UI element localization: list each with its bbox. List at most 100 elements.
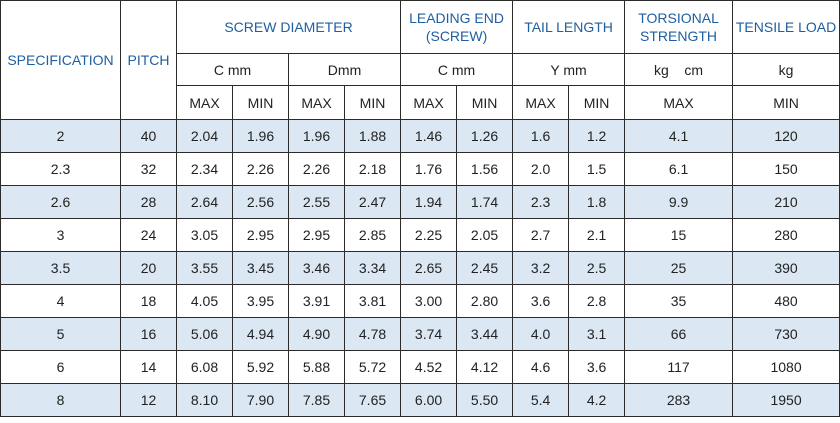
cell-d-max: 5.88: [288, 350, 345, 384]
table-row: 2.3 32 2.34 2.26 2.26 2.18 1.76 1.56 2.0 1.5 6.1 15…: [0, 152, 840, 186]
cell-d-max: 4.90: [288, 317, 345, 351]
cell-le-min: 1.26: [456, 119, 514, 153]
cell-c-max: 2.34: [176, 152, 233, 186]
cell-c-min: 5.92: [232, 350, 289, 384]
cell-tail-max: 3.2: [512, 251, 570, 285]
cell-c-min: 3.95: [232, 284, 289, 318]
cell-pitch: 20: [120, 251, 177, 285]
cell-d-min: 2.18: [343, 152, 402, 186]
cell-spec: 5: [0, 317, 121, 351]
sub-screw-c-max: MAX: [176, 85, 233, 120]
unit-tensile: kg: [732, 53, 840, 86]
table-row: 8 12 8.10 7.90 7.85 7.65 6.00 5.50 5.4 4.2 283 1950: [0, 383, 840, 417]
cell-tail-min: 2.8: [568, 284, 626, 318]
header-leading-end: LEADING END (SCREW): [400, 0, 514, 54]
cell-spec: 2: [0, 119, 121, 153]
cell-tensile: 120: [732, 119, 840, 153]
cell-spec: 8: [0, 383, 121, 417]
cell-spec: 4: [0, 284, 121, 318]
cell-c-min: 7.90: [232, 383, 289, 417]
cell-d-min: 1.88: [343, 119, 402, 153]
sub-leading-max: MAX: [400, 85, 458, 120]
header-specification: SPECIFICATION: [0, 0, 121, 120]
cell-tail-max: 4.6: [512, 350, 570, 384]
cell-tail-min: 3.1: [568, 317, 626, 351]
cell-d-max: 1.96: [288, 119, 345, 153]
cell-c-max: 2.04: [176, 119, 233, 153]
cell-tail-min: 2.1: [568, 218, 626, 252]
cell-pitch: 12: [120, 383, 177, 417]
cell-pitch: 18: [120, 284, 177, 318]
unit-tail-y: Y mm: [512, 53, 626, 86]
cell-c-min: 1.96: [232, 119, 289, 153]
header-pitch: PITCH: [120, 0, 177, 120]
cell-le-max: 3.00: [400, 284, 458, 318]
cell-d-min: 7.65: [343, 383, 402, 417]
cell-tensile: 210: [732, 185, 840, 219]
sub-tail-min: MIN: [568, 85, 626, 120]
cell-d-max: 3.91: [288, 284, 345, 318]
unit-leading-c: C mm: [400, 53, 514, 86]
cell-le-min: 4.12: [456, 350, 514, 384]
cell-d-min: 4.78: [343, 317, 402, 351]
cell-tail-min: 1.2: [568, 119, 626, 153]
cell-torsional: 35: [624, 284, 734, 318]
cell-tail-min: 4.2: [568, 383, 626, 417]
cell-pitch: 16: [120, 317, 177, 351]
cell-pitch: 28: [120, 185, 177, 219]
cell-tail-max: 2.0: [512, 152, 570, 186]
cell-tensile: 730: [732, 317, 840, 351]
cell-torsional: 117: [624, 350, 734, 384]
cell-pitch: 40: [120, 119, 177, 153]
cell-tensile: 480: [732, 284, 840, 318]
cell-torsional: 25: [624, 251, 734, 285]
header-tensile-load: TENSILE LOAD: [732, 0, 840, 54]
cell-c-max: 3.55: [176, 251, 233, 285]
cell-spec: 2.3: [0, 152, 121, 186]
unit-screw-d: Dmm: [287, 53, 402, 86]
cell-tail-min: 2.5: [568, 251, 626, 285]
cell-le-min: 1.56: [456, 152, 514, 186]
cell-c-min: 2.95: [232, 218, 289, 252]
sub-screw-d-max: MAX: [288, 85, 345, 120]
cell-tail-min: 1.8: [568, 185, 626, 219]
cell-torsional: 6.1: [624, 152, 734, 186]
cell-c-max: 5.06: [176, 317, 233, 351]
cell-tail-max: 1.6: [512, 119, 570, 153]
sub-screw-c-min: MIN: [232, 85, 289, 120]
cell-spec: 3.5: [0, 251, 121, 285]
table-row: 2.6 28 2.64 2.56 2.55 2.47 1.94 1.74 2.3 1.8 9.9 21…: [0, 185, 840, 219]
cell-c-max: 4.05: [176, 284, 233, 318]
table-row: 6 14 6.08 5.92 5.88 5.72 4.52 4.12 4.6 3.6 117 1080: [0, 350, 840, 384]
table-body: 2 40 2.04 1.96 1.96 1.88 1.46 1.26 1.6 1.2 4.1 120 2…: [0, 119, 840, 417]
cell-tail-max: 2.7: [512, 218, 570, 252]
table-header: SPECIFICATION PITCH SCREW DIAMETER LEADI…: [0, 0, 840, 120]
table-row: 4 18 4.05 3.95 3.91 3.81 3.00 2.80 3.6 2.8 35 480: [0, 284, 840, 318]
sub-torsional-max: MAX: [624, 85, 734, 120]
cell-pitch: 24: [120, 218, 177, 252]
cell-d-min: 2.85: [343, 218, 402, 252]
cell-le-max: 1.46: [400, 119, 458, 153]
cell-le-max: 1.76: [400, 152, 458, 186]
unit-torsional: kg cm: [624, 53, 734, 86]
cell-c-max: 6.08: [176, 350, 233, 384]
cell-spec: 3: [0, 218, 121, 252]
cell-c-min: 2.56: [232, 185, 289, 219]
cell-torsional: 15: [624, 218, 734, 252]
sub-leading-min: MIN: [456, 85, 514, 120]
cell-tensile: 1950: [732, 383, 840, 417]
cell-torsional: 9.9: [624, 185, 734, 219]
table-row: 2 40 2.04 1.96 1.96 1.88 1.46 1.26 1.6 1.2 4.1 120: [0, 119, 840, 153]
cell-le-min: 1.74: [456, 185, 514, 219]
cell-tensile: 150: [732, 152, 840, 186]
cell-d-min: 5.72: [343, 350, 402, 384]
cell-tail-max: 5.4: [512, 383, 570, 417]
cell-le-max: 2.65: [400, 251, 458, 285]
cell-d-max: 2.55: [288, 185, 345, 219]
cell-torsional: 4.1: [624, 119, 734, 153]
header-screw-diameter: SCREW DIAMETER: [175, 0, 402, 54]
cell-c-max: 3.05: [176, 218, 233, 252]
cell-pitch: 14: [120, 350, 177, 384]
cell-le-max: 6.00: [400, 383, 458, 417]
cell-c-min: 3.45: [232, 251, 289, 285]
